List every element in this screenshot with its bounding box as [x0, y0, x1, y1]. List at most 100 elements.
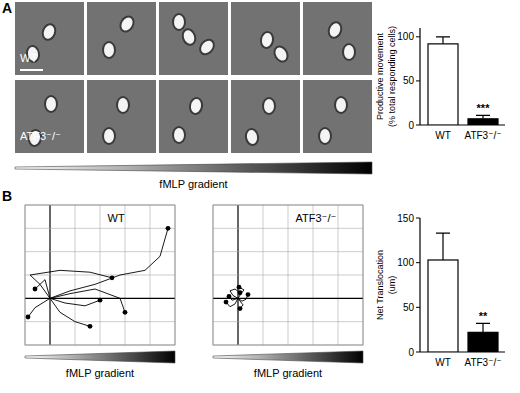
cell-halo: [334, 96, 348, 114]
y-label: Productive movement: [375, 32, 385, 120]
grid-y: [25, 321, 175, 322]
cell: [190, 98, 202, 114]
track-end: [238, 306, 243, 311]
grid-y: [25, 228, 175, 229]
micrograph-frame: [231, 80, 300, 153]
x-tick-label: WT: [435, 357, 451, 368]
error-bar: [476, 115, 490, 119]
cell: [182, 29, 196, 46]
bar: [428, 44, 458, 125]
grid-y: [213, 228, 363, 229]
bar-chart: 050100Productive movement(% total respon…: [375, 26, 505, 141]
cell: [174, 15, 184, 29]
y-tick: [416, 80, 420, 81]
track: [50, 298, 90, 326]
micrograph-frame: [303, 80, 372, 153]
track-plot: ATF3⁻/⁻: [213, 205, 363, 345]
cell: [336, 98, 346, 112]
cell: [320, 129, 330, 143]
cell-halo: [44, 95, 58, 113]
track: [50, 228, 168, 298]
tracks: [26, 226, 171, 329]
y-tick-label: 0: [408, 347, 414, 358]
panel-label: A: [2, 0, 12, 16]
y-tick-label: 100: [397, 257, 414, 268]
bar-chart: 050100150Net Translocation(um)WTATF3⁻/⁻*…: [375, 213, 505, 369]
x-tick-label: WT: [435, 130, 451, 141]
cell-halo: [196, 36, 218, 59]
track: [30, 270, 112, 298]
background: [0, 0, 520, 393]
cell-halo: [172, 13, 186, 31]
cell-halo: [318, 127, 332, 145]
cell: [246, 129, 258, 145]
track-end: [227, 294, 232, 299]
y-label: Net Translocation: [375, 250, 385, 320]
y-tick: [416, 307, 420, 308]
bar: [468, 119, 498, 125]
cell-halo: [244, 127, 261, 147]
micrograph-frame: [87, 2, 156, 75]
track: [28, 298, 50, 317]
bars: [428, 37, 498, 125]
x-tick-label: ATF3⁻/⁻: [464, 357, 501, 368]
grid-y: [213, 275, 363, 276]
cell-halo: [325, 19, 344, 41]
cell: [104, 43, 114, 57]
plot-frame: [25, 205, 175, 345]
scale-bar: [20, 69, 43, 71]
track: [50, 298, 100, 305]
tracks: [224, 285, 251, 311]
gradient-wedge: [25, 351, 175, 363]
cell: [174, 128, 184, 142]
track-end: [166, 226, 171, 231]
y-label: (um): [387, 276, 397, 295]
bars: [428, 233, 498, 352]
cell: [118, 98, 128, 112]
plot-frame: [213, 205, 363, 345]
grid-y: [213, 251, 363, 252]
y-tick: [416, 36, 420, 37]
track-end: [33, 287, 38, 292]
y-tick-label: 0: [408, 120, 414, 131]
track-end: [110, 275, 115, 280]
y-tick-label: 150: [397, 213, 414, 224]
cell-halo: [270, 43, 291, 66]
cell-halo: [342, 43, 356, 61]
cell-halo: [102, 127, 116, 145]
y-tick: [416, 218, 420, 219]
cell-halo: [259, 30, 276, 50]
cell-halo: [39, 21, 58, 43]
track-end: [88, 324, 93, 329]
x-tick-label: ATF3⁻/⁻: [464, 130, 501, 141]
micrograph-frame: [15, 2, 84, 75]
cell: [42, 24, 56, 41]
track: [50, 289, 125, 312]
cell: [199, 38, 216, 55]
y-axis: [419, 218, 420, 352]
gradient-label: fMLP gradient: [159, 178, 227, 190]
figure: A B WT ATF3⁻/⁻ fMLP gradient 0 50 100 Productive…: [0, 0, 520, 393]
significance: **: [479, 310, 488, 322]
grid-y: [25, 251, 175, 252]
significance: ***: [477, 102, 491, 114]
y-label: (% total responding cells): [387, 26, 397, 127]
cell-halo: [262, 97, 276, 115]
panel-label: B: [2, 188, 12, 204]
plot-title: ATF3⁻/⁻: [296, 212, 337, 224]
cell: [119, 15, 135, 32]
grid-y: [213, 321, 363, 322]
micrograph-frame: [303, 2, 372, 75]
gradient-wedge: [15, 162, 372, 174]
gradient-label: fMLP gradient: [66, 367, 134, 379]
cell: [328, 22, 342, 39]
row-label: WT: [20, 52, 37, 64]
gradient-label: fMLP gradient: [254, 367, 322, 379]
cell-halo: [188, 96, 205, 116]
y-axis: [419, 28, 420, 125]
y-tick: [416, 125, 420, 126]
track-end: [123, 310, 128, 315]
bar: [428, 260, 458, 352]
y-tick-label: 50: [403, 75, 415, 86]
cell: [46, 97, 56, 111]
